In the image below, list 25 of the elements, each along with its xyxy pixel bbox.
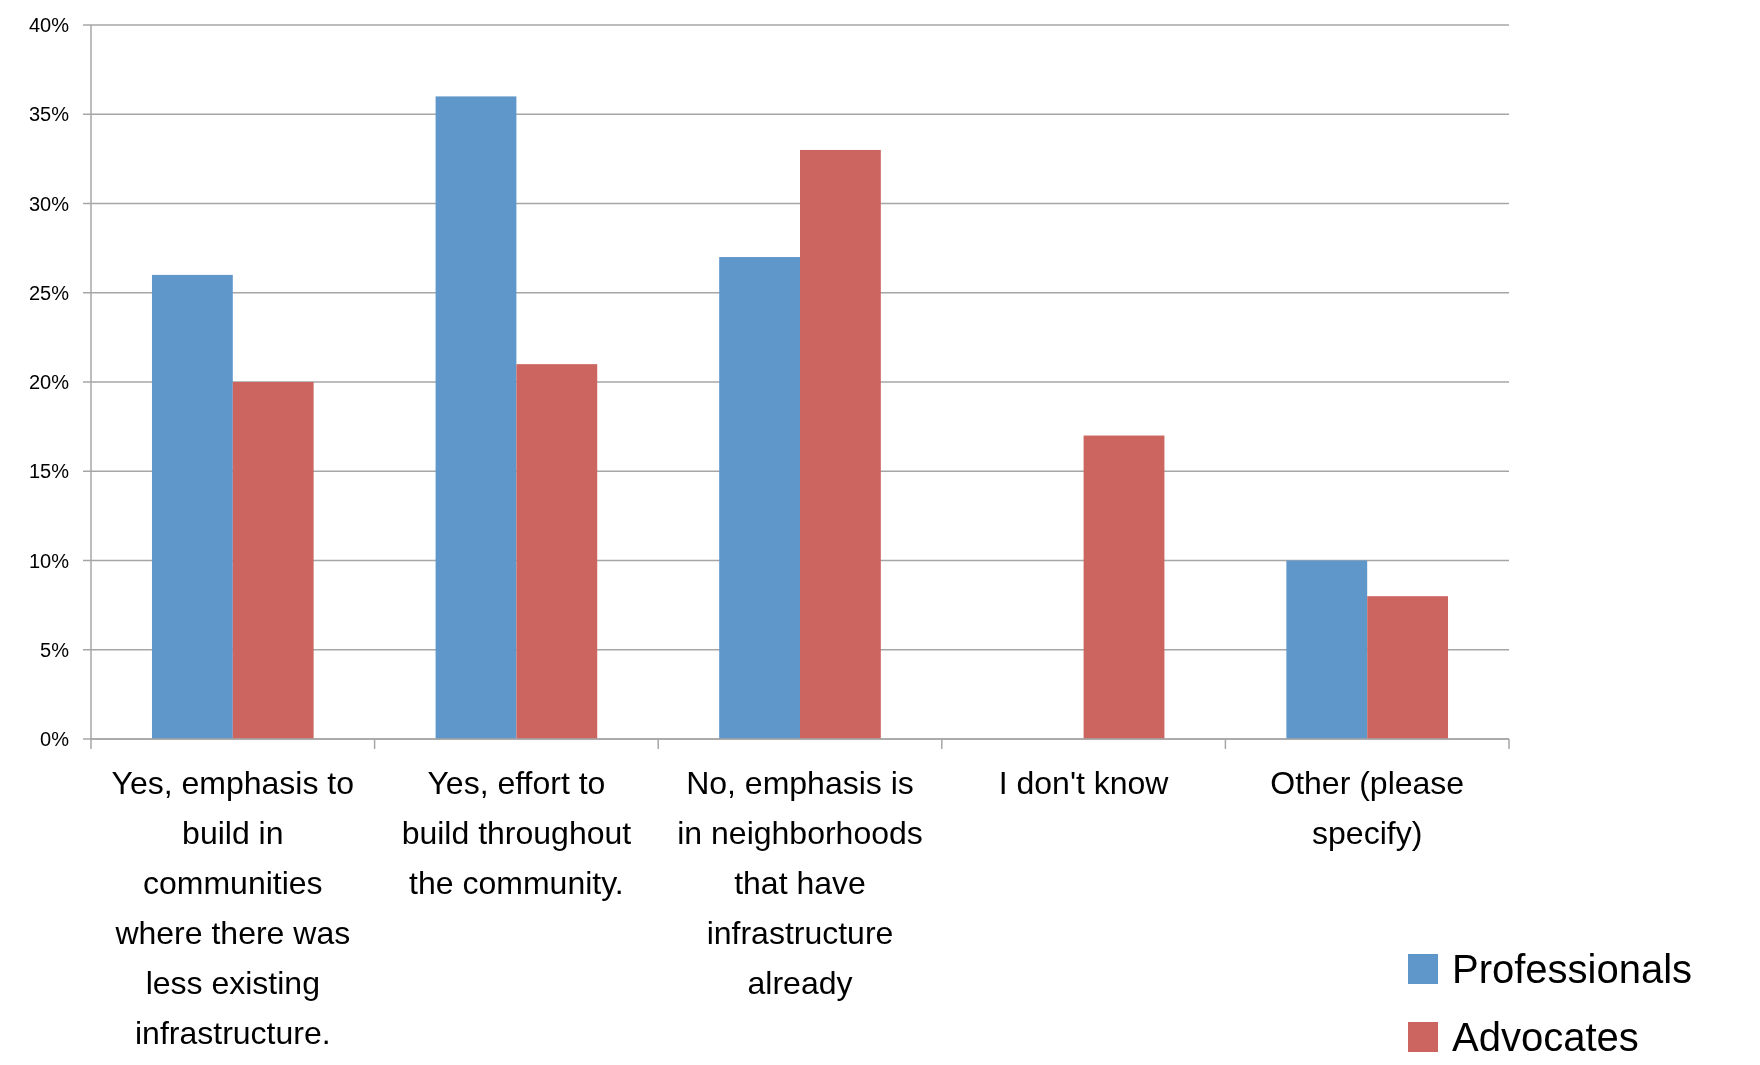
bar	[1367, 596, 1449, 739]
x-tick-label: No, emphasis is in neighborhoods that have infrastructure already	[677, 765, 923, 1001]
y-tick-label: 35%	[28, 103, 70, 126]
bar	[1083, 435, 1165, 739]
bar	[516, 364, 598, 739]
x-tick-label: Yes, emphasis to build in communities where there was less existing infrastructure.	[111, 765, 355, 1051]
y-tick-label: 30%	[28, 192, 70, 215]
legend-label: Professionals	[1452, 947, 1693, 991]
y-tick-label: 40%	[28, 14, 70, 36]
y-tick-label: 25%	[28, 281, 70, 304]
x-tick-label: Yes, effort to build throughout the community.	[401, 765, 632, 901]
bar	[800, 149, 881, 739]
legend-label: Advocates	[1452, 1015, 1639, 1059]
y-tick-label: 20%	[28, 371, 70, 393]
bar	[232, 382, 314, 739]
y-tick-label: 15%	[28, 460, 70, 483]
x-tick-label: I don't know	[998, 765, 1170, 801]
bar	[1286, 560, 1368, 739]
y-tick-label: 0%	[40, 728, 70, 750]
x-tick-label: Other (please specify)	[1270, 765, 1465, 851]
bar	[435, 96, 517, 739]
bar	[151, 274, 233, 739]
bar	[719, 257, 800, 739]
y-tick-label: 10%	[28, 549, 70, 572]
y-tick-label: 5%	[40, 638, 70, 661]
